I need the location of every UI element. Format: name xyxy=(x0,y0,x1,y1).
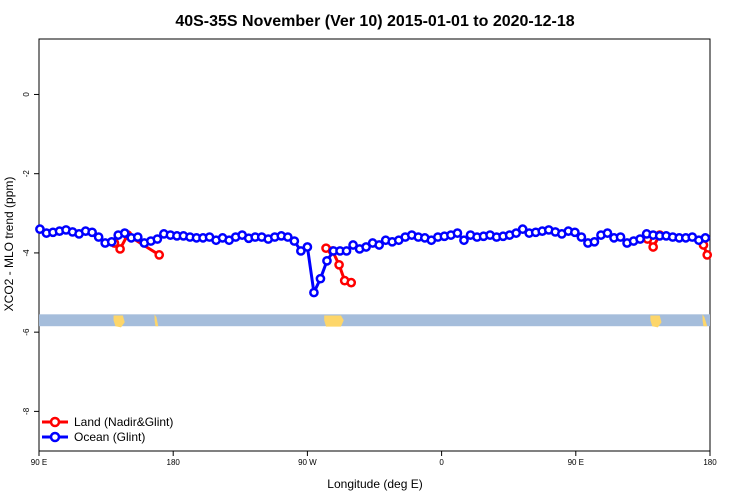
ocean-data-point xyxy=(576,232,587,242)
y-tick-label: -4 xyxy=(22,249,31,257)
legend-land-marker xyxy=(49,416,61,428)
ocean-data-point xyxy=(289,236,300,246)
ocean-data-point xyxy=(635,234,645,244)
ocean-data-point xyxy=(87,227,97,238)
y-tick-label: 0 xyxy=(22,92,31,97)
x-tick-label: 90 E xyxy=(31,458,47,467)
x-tick-label: 180 xyxy=(167,458,181,467)
ocean-data-point xyxy=(361,242,371,252)
ocean-data-point xyxy=(452,228,463,238)
ocean-data-point xyxy=(602,228,613,238)
y-tick-label: -8 xyxy=(22,407,31,415)
land-patch-chatham xyxy=(154,314,159,327)
y-axis: 0 -2 -4 -6 -8 xyxy=(22,92,39,415)
ocean-data-point xyxy=(35,224,45,235)
x-axis-label: Longitude (deg E) xyxy=(327,477,422,491)
land-data-point xyxy=(334,259,344,270)
ocean-data-point xyxy=(517,224,528,235)
x-tick-label: 90 W xyxy=(298,458,317,467)
ocean-data-point xyxy=(93,232,104,242)
ocean-data-point xyxy=(341,246,352,256)
land-patch-nz-repeat xyxy=(650,315,662,328)
legend-ocean-marker xyxy=(49,431,61,443)
ocean-data-point xyxy=(282,232,293,242)
x-tick-label: 0 xyxy=(439,458,444,467)
ocean-data-point xyxy=(511,228,522,238)
ocean-data-point xyxy=(348,240,358,250)
land-data-point xyxy=(154,250,165,260)
plot-border xyxy=(38,38,711,452)
ocean-data-point xyxy=(152,234,163,244)
ocean-data-point xyxy=(570,227,580,238)
ocean-data-point xyxy=(322,255,332,266)
ocean-data-point xyxy=(296,246,306,256)
legend-ocean-label: Ocean (Glint) xyxy=(74,430,145,444)
ocean-data-point xyxy=(132,232,143,242)
ocean-data-point xyxy=(315,273,326,284)
ocean-data-point xyxy=(459,235,469,246)
x-tick-label: 90 E xyxy=(568,458,584,467)
y-axis-label: XCO2 - MLO trend (ppm) xyxy=(2,177,16,312)
x-axis: 90 E 180 90 W 0 90 E 180 xyxy=(31,451,717,467)
y-tick-label: -6 xyxy=(22,328,31,336)
x-tick-label: 180 xyxy=(703,458,717,467)
ocean-data-point xyxy=(615,232,626,242)
land-data-point xyxy=(346,277,357,288)
land-patch-south-america xyxy=(324,315,344,327)
chart-title: 40S-35S November (Ver 10) 2015-01-01 to … xyxy=(175,13,574,30)
ocean-band xyxy=(39,314,710,327)
ocean-data-point xyxy=(589,236,600,247)
land-data-point xyxy=(115,244,125,254)
land-data-point xyxy=(648,242,659,252)
ocean-data-point xyxy=(374,240,385,250)
land-patch-chatham-repeat xyxy=(702,314,708,327)
ocean-data-point xyxy=(119,228,130,238)
legend: Land (Nadir&Glint) Ocean (Glint) xyxy=(42,415,173,444)
y-tick-label: -2 xyxy=(22,170,31,178)
land-ocean-band xyxy=(39,314,710,328)
series-layer xyxy=(35,224,713,298)
ocean-data-point xyxy=(106,236,117,247)
ocean-data-point xyxy=(309,287,319,298)
ocean-data-point xyxy=(302,242,313,252)
land-patch-nz xyxy=(113,315,125,328)
legend-land-label: Land (Nadir&Glint) xyxy=(74,415,173,429)
land-data-point xyxy=(702,250,713,260)
ocean-data-point xyxy=(700,233,711,243)
